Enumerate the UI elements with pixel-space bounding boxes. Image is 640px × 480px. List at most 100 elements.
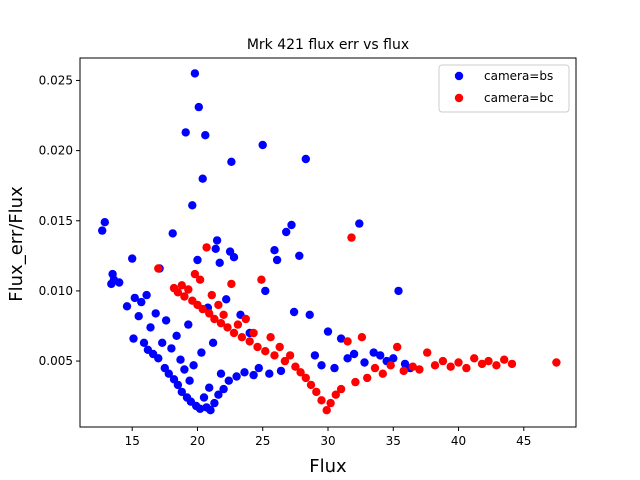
series-0-point-58 — [216, 369, 226, 378]
legend-label-0: camera=bs — [484, 69, 553, 83]
series-0-point-77 — [282, 227, 291, 237]
series-0-point-17 — [151, 309, 160, 318]
series-1-point-56 — [423, 348, 432, 357]
y-tick-label-1: 0.010 — [39, 284, 73, 298]
series-0-point-39 — [190, 69, 200, 78]
series-1-point-16 — [216, 319, 226, 328]
series-0-point-67 — [240, 368, 249, 377]
series-0-point-88 — [343, 354, 352, 363]
series-0-point-73 — [265, 369, 274, 378]
series-1-point-32 — [280, 356, 290, 366]
series-1-point-67 — [507, 359, 517, 369]
series-1-point-21 — [233, 320, 243, 329]
series-0-point-43 — [195, 404, 205, 413]
series-0-point-96 — [394, 286, 403, 296]
series-1-point-36 — [301, 373, 310, 383]
series-0-point-61 — [224, 376, 233, 385]
chart-title: Mrk 421 flux err vs flux — [247, 37, 409, 53]
series-1-point-68 — [552, 358, 561, 367]
series-0-point-55 — [212, 236, 222, 245]
series-0-point-91 — [360, 358, 369, 367]
series-1-point-3 — [177, 281, 186, 290]
series-1-point-15 — [214, 300, 223, 310]
series-0-point-70 — [254, 363, 263, 373]
series-0-point-90 — [355, 219, 364, 228]
legend: camera=bs camera=bc — [438, 64, 570, 113]
series-0-point-25 — [168, 229, 177, 238]
series-1-point-38 — [312, 387, 321, 397]
series-1-point-22 — [237, 333, 247, 342]
plot-layer — [98, 69, 561, 415]
axes-layer: 15 20 25 30 35 40 45 0.005 0.010 0.015 0.020 0.025 — [39, 57, 577, 448]
series-1-point-39 — [317, 396, 326, 405]
series-1-point-31 — [275, 342, 284, 352]
series-1-point-59 — [446, 362, 455, 371]
series-1-point-42 — [331, 390, 340, 399]
series-1-point-44 — [343, 337, 352, 346]
series-0-point-79 — [289, 307, 299, 317]
series-0-point-57 — [215, 258, 224, 267]
series-1-point-41 — [326, 398, 335, 408]
series-1-point-10 — [198, 304, 207, 314]
series-0-point-41 — [193, 255, 202, 265]
series-1-point-28 — [261, 347, 270, 356]
series-0-point-63 — [227, 157, 236, 166]
series-1-point-13 — [207, 290, 216, 300]
series-1-point-62 — [470, 354, 479, 363]
series-0-point-10 — [134, 312, 143, 321]
series-1-point-50 — [378, 369, 387, 378]
series-1-point-18 — [223, 323, 232, 332]
series-0-point-87 — [336, 334, 346, 343]
series-0-point-80 — [295, 251, 304, 260]
series-0-point-37 — [188, 201, 197, 210]
series-0-point-27 — [172, 331, 181, 340]
series-1-point-64 — [484, 356, 493, 366]
series-0-point-24 — [167, 344, 176, 353]
series-1-point-11 — [202, 243, 211, 252]
series-0-point-35 — [185, 376, 194, 385]
x-axis-label: Flux — [309, 456, 347, 477]
series-0-point-50 — [205, 383, 214, 392]
series-1-point-47 — [357, 333, 367, 342]
series-0-point-18 — [154, 354, 163, 363]
series-1-point-0 — [154, 264, 163, 273]
series-0-point-64 — [229, 253, 239, 262]
series-1-point-49 — [370, 363, 380, 373]
series-0-point-30 — [177, 387, 186, 397]
series-0-point-28 — [173, 380, 183, 390]
series-1-point-57 — [430, 361, 440, 370]
series-1-point-5 — [184, 285, 193, 294]
x-tick-label-0: 15 — [125, 434, 140, 448]
series-1-point-60 — [454, 358, 463, 367]
series-1-point-45 — [347, 233, 356, 242]
series-0-point-15 — [146, 323, 155, 332]
series-1-point-4 — [180, 292, 189, 301]
series-0-point-0 — [98, 226, 107, 235]
series-1-point-9 — [195, 275, 205, 284]
series-0-point-82 — [305, 310, 314, 319]
series-1-point-51 — [386, 361, 395, 370]
series-1-point-7 — [190, 269, 200, 279]
series-0-point-86 — [330, 363, 339, 373]
series-0-point-44 — [197, 348, 206, 357]
series-1-point-33 — [285, 351, 295, 360]
series-1-point-23 — [241, 314, 250, 324]
series-0-point-78 — [287, 220, 296, 230]
series-1-point-54 — [408, 362, 417, 371]
series-1-point-30 — [270, 351, 279, 360]
series-1-point-14 — [210, 314, 219, 324]
series-0-point-74 — [270, 246, 279, 255]
series-0-point-23 — [164, 369, 173, 378]
series-1-point-26 — [253, 342, 262, 352]
x-tick-label-5: 40 — [451, 434, 466, 448]
series-1-point-43 — [336, 384, 346, 394]
series-0-point-60 — [222, 295, 231, 304]
series-0-point-20 — [158, 338, 167, 347]
legend-label-1: camera=bc — [484, 91, 554, 105]
series-0-point-52 — [208, 338, 218, 347]
series-0-point-34 — [184, 320, 193, 329]
series-1-point-55 — [415, 365, 424, 374]
series-0-point-11 — [137, 297, 146, 307]
series-1-point-48 — [363, 373, 372, 383]
series-1-point-20 — [229, 328, 239, 338]
